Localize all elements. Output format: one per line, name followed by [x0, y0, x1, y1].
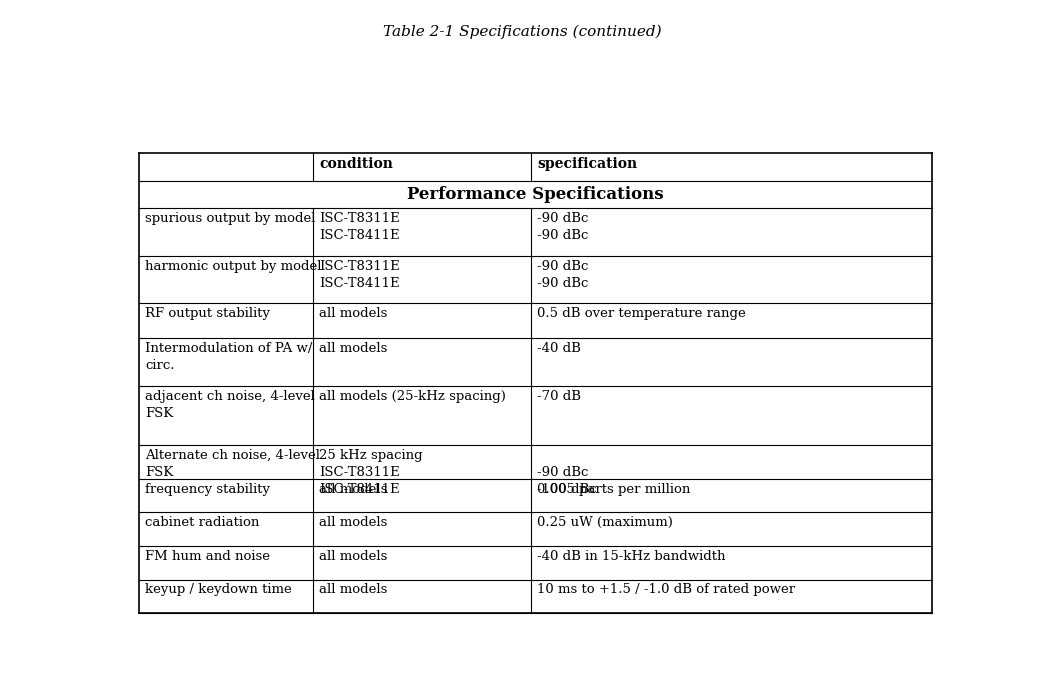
Text: spurious output by model: spurious output by model: [145, 212, 315, 225]
Text: -70 dB: -70 dB: [538, 390, 582, 402]
Text: all models: all models: [319, 583, 387, 596]
Text: Intermodulation of PA w/
circ.: Intermodulation of PA w/ circ.: [145, 342, 312, 372]
Text: ISC-T8311E
ISC-T8411E: ISC-T8311E ISC-T8411E: [319, 259, 400, 290]
Text: 0.005 parts per million: 0.005 parts per million: [538, 482, 691, 496]
Text: specification: specification: [538, 156, 638, 171]
Text: all models: all models: [319, 342, 387, 355]
Text: Table 2-1 Specifications (continued): Table 2-1 Specifications (continued): [383, 24, 661, 39]
Text: cabinet radiation: cabinet radiation: [145, 516, 260, 529]
Text: 25 kHz spacing
ISC-T8311E
ISC-T8411E: 25 kHz spacing ISC-T8311E ISC-T8411E: [319, 449, 423, 496]
Text: all models: all models: [319, 307, 387, 320]
Text: 0.25 uW (maximum): 0.25 uW (maximum): [538, 516, 673, 529]
Text: -40 dB: -40 dB: [538, 342, 582, 355]
Text: 0.5 dB over temperature range: 0.5 dB over temperature range: [538, 307, 746, 320]
Text: Alternate ch noise, 4-level
FSK: Alternate ch noise, 4-level FSK: [145, 449, 321, 479]
Text: -90 dBc
-90 dBc: -90 dBc -90 dBc: [538, 212, 589, 242]
Text: all models (25-kHz spacing): all models (25-kHz spacing): [319, 390, 506, 402]
Text: FM hum and noise: FM hum and noise: [145, 550, 270, 563]
Text: harmonic output by model: harmonic output by model: [145, 259, 322, 272]
Text: keyup / keydown time: keyup / keydown time: [145, 583, 292, 596]
Text: 10 ms to +1.5 / -1.0 dB of rated power: 10 ms to +1.5 / -1.0 dB of rated power: [538, 583, 796, 596]
Text: -90 dBc
-90 dBc: -90 dBc -90 dBc: [538, 259, 589, 290]
Text: ISC-T8311E
ISC-T8411E: ISC-T8311E ISC-T8411E: [319, 212, 400, 242]
Text: -90 dBc
-100 dBc: -90 dBc -100 dBc: [538, 449, 597, 496]
Text: -40 dB in 15-kHz bandwidth: -40 dB in 15-kHz bandwidth: [538, 550, 726, 563]
Text: condition: condition: [319, 156, 393, 171]
Text: Performance Specifications: Performance Specifications: [407, 186, 663, 204]
Text: all models: all models: [319, 516, 387, 529]
Text: adjacent ch noise, 4-level
FSK: adjacent ch noise, 4-level FSK: [145, 390, 315, 420]
Text: all models: all models: [319, 482, 387, 496]
Text: RF output stability: RF output stability: [145, 307, 270, 320]
Text: frequency stability: frequency stability: [145, 482, 270, 496]
Text: all models: all models: [319, 550, 387, 563]
